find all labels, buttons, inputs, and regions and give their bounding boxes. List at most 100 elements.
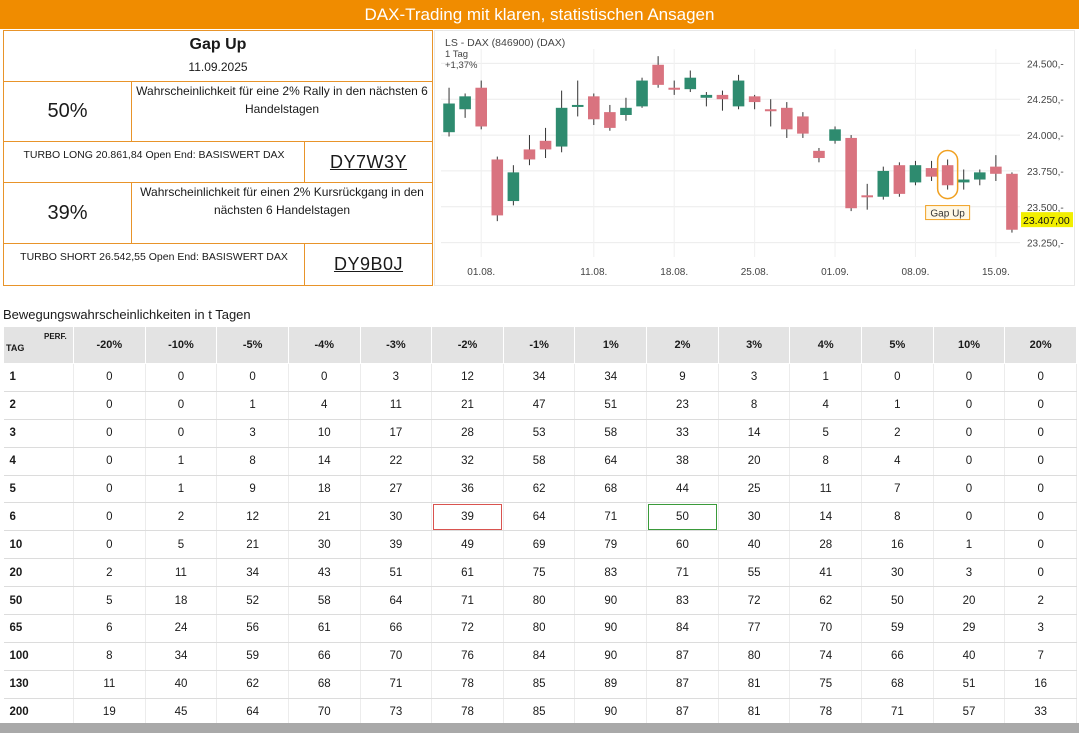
table-cell: 4 [789, 391, 863, 420]
table-cell: 8 [789, 447, 863, 476]
long-probability: 50% [3, 81, 132, 142]
short-probability: 39% [3, 182, 132, 244]
table-row: 65 6 24 56 61 66 72 80 90 84 77 70 59 29 3 [3, 614, 1077, 643]
table-cell: 0 [145, 363, 218, 392]
column-header: 2% [646, 326, 719, 364]
table-cell: 5 [73, 586, 146, 616]
table-cell: 72 [431, 614, 504, 643]
table-cell: 2 [145, 502, 218, 532]
table-cell: 64 [216, 698, 289, 727]
gap-up-label: Gap Up [930, 209, 965, 220]
table-cell: 14 [789, 502, 863, 532]
candle-up [909, 165, 922, 183]
y-tick-label: 23.750,- [1027, 167, 1064, 178]
table-cell: 50 [861, 586, 934, 616]
table-cell: 71 [861, 698, 934, 727]
table-cell: 80 [718, 642, 791, 671]
table-cell: 10 [288, 419, 361, 448]
candle-up [620, 107, 632, 115]
table-cell: 30 [360, 502, 433, 532]
row-tag: 3 [3, 419, 74, 448]
table-cell: 8 [861, 502, 934, 532]
table-cell: 34 [503, 363, 576, 392]
table-cell: 27 [360, 475, 433, 504]
table-cell: 1 [145, 475, 218, 504]
candle-down [748, 96, 761, 103]
table-cell: 7 [1004, 642, 1077, 671]
x-tick-label: 01.08. [467, 267, 495, 278]
column-header: 4% [789, 326, 863, 364]
candle-down [893, 165, 906, 194]
candle-down [781, 107, 793, 130]
table-cell: 2 [73, 558, 146, 588]
table-cell: 18 [145, 586, 218, 616]
candle-layer [443, 56, 1018, 233]
candle-up [700, 94, 713, 98]
table-cell: 62 [503, 475, 576, 504]
table-cell: 5 [145, 530, 218, 560]
table-cell: 53 [503, 419, 576, 448]
table-cell: 0 [73, 391, 146, 420]
table-cell: 11 [789, 475, 863, 504]
y-tick-label: 24.250,- [1027, 95, 1064, 106]
table-row: 10 0 5 21 30 39 49 69 79 60 40 28 16 1 0 [3, 530, 1077, 560]
x-tick-label: 25.08. [741, 267, 769, 278]
table-cell: 4 [861, 447, 934, 476]
table-cell: 38 [646, 447, 719, 476]
table-cell: 0 [933, 419, 1006, 448]
table-cell: 21 [431, 391, 504, 420]
table-cell: 44 [646, 475, 719, 504]
table-cell: 4 [288, 391, 361, 420]
table-cell: 84 [646, 614, 719, 643]
candle-down [716, 94, 729, 100]
row-tag: 10 [3, 530, 74, 560]
table-row: 3 0 0 3 10 17 28 53 58 33 14 5 2 0 0 [3, 419, 1077, 448]
table-row: 20 2 11 34 43 51 61 75 83 71 55 41 30 3 0 [3, 558, 1077, 588]
table-cell: 71 [360, 670, 433, 699]
column-header: 1% [574, 326, 648, 364]
column-header: 20% [1004, 326, 1077, 364]
table-cell: 34 [145, 642, 218, 671]
table-cell: 28 [789, 530, 863, 560]
table-cell: 21 [216, 530, 289, 560]
candle-up [829, 129, 841, 141]
table-cell: 3 [718, 363, 791, 392]
table-cell: 1 [216, 391, 289, 420]
x-tick-label: 18.08. [660, 267, 688, 278]
candle-down [797, 116, 809, 134]
probability-table: TAG PERF. -20% -10% -5% -4% -3% -2% -1% 1% 2% 3% 4… [3, 326, 1077, 727]
y-tick-label: 24.000,- [1027, 131, 1064, 142]
table-cell: 90 [574, 586, 648, 616]
table-cell: 43 [288, 558, 361, 588]
table-cell: 29 [933, 614, 1006, 643]
table-cell: 1 [861, 391, 934, 420]
table-cell: 3 [360, 363, 433, 392]
candle-down [523, 149, 536, 160]
candle-up [877, 170, 890, 197]
table-cell: 0 [73, 502, 146, 532]
table-cell: 25 [718, 475, 791, 504]
table-cell: 71 [431, 586, 504, 616]
table-cell: 62 [789, 586, 863, 616]
table-cell: 14 [288, 447, 361, 476]
table-cell: 0 [1004, 475, 1077, 504]
table-cell: 0 [1004, 530, 1077, 560]
candle-down [861, 195, 873, 198]
table-cell: 12 [216, 502, 289, 532]
turbo-long-wkn[interactable]: DY7W3Y [304, 141, 433, 183]
table-cell: 73 [360, 698, 433, 727]
table-cell: 66 [360, 614, 433, 643]
table-cell: 32 [431, 447, 504, 476]
table-cell: 0 [216, 363, 289, 392]
candle-down [604, 112, 616, 128]
table-cell: 30 [718, 502, 791, 532]
table-cell: 90 [574, 642, 648, 671]
candle-down [491, 159, 504, 216]
row-tag: 20 [3, 558, 74, 588]
table-cell: 84 [503, 642, 576, 671]
table-cell: 64 [503, 502, 576, 532]
table-cell: 81 [718, 670, 791, 699]
row-tag: 50 [3, 586, 74, 616]
turbo-short-wkn[interactable]: DY9B0J [304, 243, 433, 286]
table-cell: 41 [789, 558, 863, 588]
